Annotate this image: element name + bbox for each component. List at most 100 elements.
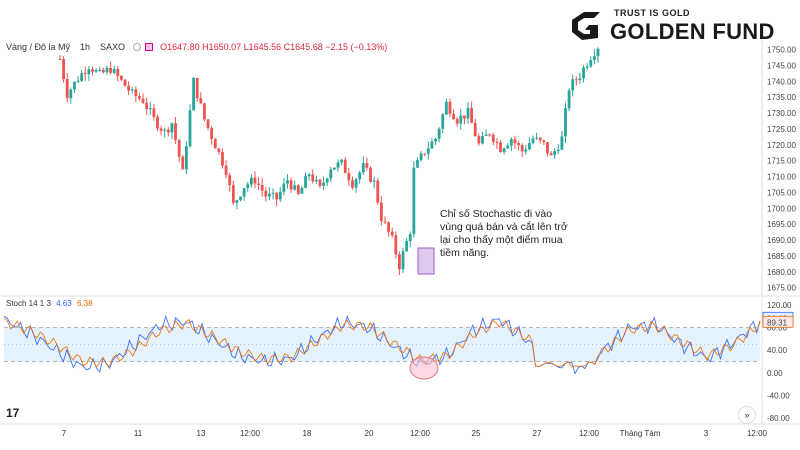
- candle-body: [239, 196, 242, 201]
- stoch-tick-label: 80.00: [767, 324, 788, 333]
- candle-body: [116, 68, 120, 76]
- candle-body: [405, 241, 409, 252]
- oversold-ellipse: [409, 356, 439, 380]
- candle-body: [134, 89, 138, 97]
- candle-body: [333, 167, 336, 170]
- candle-body: [163, 129, 167, 131]
- candle-body: [336, 162, 340, 168]
- candle-body: [62, 59, 66, 80]
- time-tick-label: 12:00: [747, 429, 768, 438]
- candle-body: [325, 178, 329, 183]
- price-tick-label: 1725.00: [767, 125, 796, 134]
- candle-body: [87, 69, 91, 75]
- candle-body: [416, 160, 419, 168]
- candle-body: [524, 149, 528, 152]
- source-label[interactable]: SAXO: [100, 42, 126, 52]
- candle-body: [419, 153, 423, 161]
- stoch-k-line: [3, 314, 761, 375]
- candle-body: [138, 96, 141, 99]
- candle-body: [224, 165, 228, 176]
- candle-body: [592, 56, 596, 61]
- candle-body: [130, 89, 134, 91]
- price-tick-label: 1710.00: [767, 173, 796, 182]
- stoch-value-badge: [762, 315, 794, 328]
- price-tick-label: 1740.00: [767, 77, 796, 86]
- candle-body: [260, 185, 264, 191]
- time-tick-label: 7: [62, 429, 67, 438]
- candle-body: [376, 180, 380, 203]
- candle-body: [365, 163, 369, 168]
- candle-body: [354, 179, 358, 188]
- symbol-name[interactable]: Vàng / Đô la Mỹ: [6, 42, 71, 52]
- ohlc-values: O1647.80 H1650.07 L1645.56 C1645.68 −2.1…: [160, 42, 388, 52]
- candle-body: [76, 80, 80, 82]
- candle-body: [127, 86, 131, 91]
- candle-body: [329, 169, 333, 179]
- interval-label[interactable]: 1h: [80, 42, 91, 52]
- candle-body: [228, 175, 232, 186]
- candle-body: [109, 67, 112, 73]
- stoch-label[interactable]: Stoch 14 1 3: [6, 299, 51, 308]
- candle-body: [459, 115, 463, 124]
- price-tick-label: 1730.00: [767, 109, 796, 118]
- brand-tagline: TRUST IS GOLD: [614, 8, 690, 18]
- candle-body: [304, 176, 307, 188]
- price-tick-label: 1750.00: [767, 46, 796, 55]
- price-tick-label: 1705.00: [767, 188, 796, 197]
- candle-body: [351, 180, 354, 188]
- candle-body: [156, 116, 159, 129]
- candle-body: [246, 184, 250, 189]
- time-tick-label: 25: [472, 429, 481, 438]
- stoch-tick-label: -40.00: [767, 391, 790, 400]
- stoch-tick-label: 40.00: [767, 346, 788, 355]
- time-tick-label: 13: [197, 429, 206, 438]
- candle-body: [398, 254, 401, 270]
- candle-body: [477, 136, 481, 144]
- stoch-tick-label: 0.00: [767, 369, 783, 378]
- candle-body: [69, 89, 73, 99]
- candle-body: [141, 98, 145, 104]
- candle-body: [148, 108, 152, 110]
- candle-body: [452, 113, 455, 120]
- candle-body: [542, 140, 546, 143]
- candle-body: [578, 78, 582, 81]
- candle-body: [206, 119, 210, 128]
- candle-body: [546, 142, 549, 154]
- candle-body: [455, 119, 459, 124]
- candle-body: [174, 123, 177, 140]
- candle-body: [488, 134, 492, 136]
- candle-body: [98, 69, 102, 71]
- candle-body: [119, 75, 123, 80]
- price-tick-label: 1690.00: [767, 236, 796, 245]
- flag-icon[interactable]: [145, 43, 154, 51]
- candle-body: [307, 174, 311, 177]
- time-tick-label: 12:00: [240, 429, 261, 438]
- candle-body: [268, 193, 271, 197]
- candle-body: [387, 222, 390, 232]
- candle-body: [271, 192, 275, 194]
- candle-body: [484, 134, 488, 136]
- candle-body: [235, 200, 239, 203]
- candle-body: [596, 48, 600, 57]
- candle-body: [159, 128, 163, 131]
- stoch-value-badge-label: 89.31: [767, 318, 788, 327]
- candle-body: [437, 128, 441, 139]
- candle-body: [491, 134, 495, 142]
- candle-body: [556, 149, 560, 152]
- annotation-text: Chỉ số Stochastic đi vào vùng quá bán và…: [440, 208, 568, 259]
- candle-body: [499, 142, 502, 153]
- time-tick-label: 11: [134, 429, 143, 438]
- candle-body: [412, 167, 416, 235]
- go-to-realtime-button[interactable]: »: [738, 406, 756, 424]
- candle-body: [470, 107, 474, 123]
- candle-body: [441, 114, 445, 129]
- brand-header: TRUST IS GOLD GOLDEN FUND: [566, 8, 798, 44]
- candle-body: [91, 69, 94, 72]
- candle-body: [289, 180, 293, 190]
- candle-body: [314, 179, 318, 182]
- candle-body: [286, 180, 289, 184]
- candle-body: [343, 159, 347, 173]
- eye-icon[interactable]: [133, 43, 142, 51]
- candle-body: [538, 137, 542, 141]
